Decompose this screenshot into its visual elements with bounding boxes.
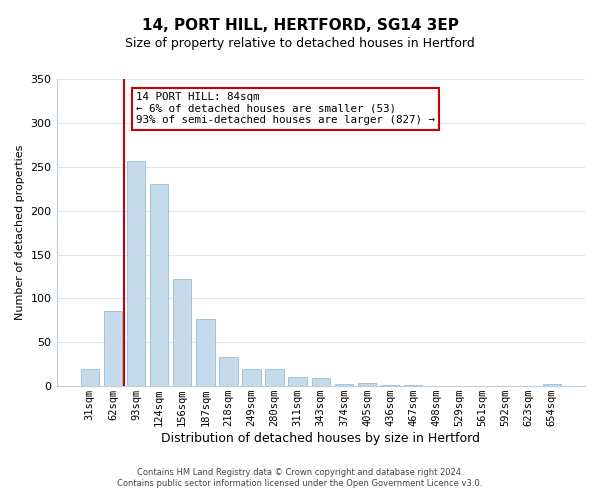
Y-axis label: Number of detached properties: Number of detached properties xyxy=(15,145,25,320)
X-axis label: Distribution of detached houses by size in Hertford: Distribution of detached houses by size … xyxy=(161,432,480,445)
Bar xyxy=(127,160,145,386)
Bar xyxy=(80,370,99,386)
Text: Size of property relative to detached houses in Hertford: Size of property relative to detached ho… xyxy=(125,38,475,51)
Bar xyxy=(358,382,376,386)
Bar xyxy=(289,376,307,386)
Bar xyxy=(173,279,191,386)
Bar xyxy=(104,310,122,386)
Bar xyxy=(150,184,169,386)
Bar xyxy=(265,368,284,386)
Text: 14 PORT HILL: 84sqm
← 6% of detached houses are smaller (53)
93% of semi-detache: 14 PORT HILL: 84sqm ← 6% of detached hou… xyxy=(136,92,435,126)
Bar xyxy=(542,384,561,386)
Text: Contains HM Land Registry data © Crown copyright and database right 2024.
Contai: Contains HM Land Registry data © Crown c… xyxy=(118,468,482,487)
Bar xyxy=(242,368,261,386)
Bar xyxy=(335,384,353,386)
Text: 14, PORT HILL, HERTFORD, SG14 3EP: 14, PORT HILL, HERTFORD, SG14 3EP xyxy=(142,18,458,32)
Bar xyxy=(219,357,238,386)
Bar xyxy=(311,378,330,386)
Bar xyxy=(196,320,215,386)
